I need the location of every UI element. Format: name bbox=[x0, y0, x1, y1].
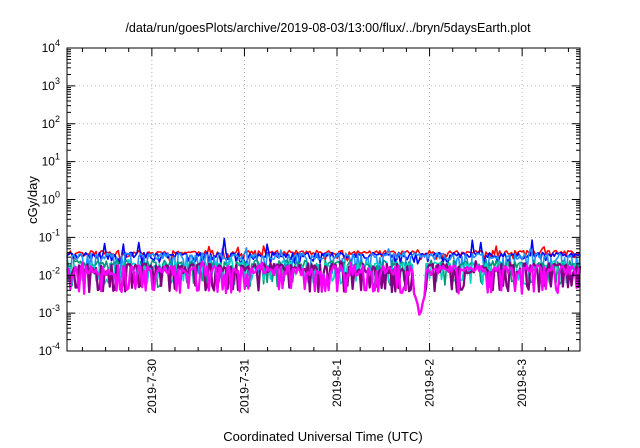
chart-title: /data/run/goesPlots/archive/2019-08-03/1… bbox=[125, 21, 531, 35]
y-tick-exponent: 1 bbox=[55, 152, 60, 162]
x-tick-label: 2019-8-2 bbox=[423, 359, 437, 407]
y-tick-label: 10-1 bbox=[39, 227, 60, 244]
x-tick-label: 2019-8-3 bbox=[515, 359, 529, 407]
y-tick-exponent: -4 bbox=[52, 341, 60, 351]
y-tick-label: 100 bbox=[42, 190, 60, 207]
y-tick-base: 10 bbox=[42, 193, 56, 207]
x-axis-ticks: 2019-7-30 2019-7-31 2019-8-1 2019-8-2 2019-8… bbox=[81, 48, 569, 414]
series-lines bbox=[66, 237, 582, 316]
y-axis-label: cGy/day bbox=[25, 176, 40, 224]
x-tick-label: 2019-8-1 bbox=[330, 359, 344, 407]
x-tick-label: 2019-7-31 bbox=[237, 359, 251, 414]
y-tick-exponent: -1 bbox=[52, 227, 60, 237]
y-tick-base: 10 bbox=[42, 41, 56, 55]
grid-lines bbox=[67, 48, 580, 351]
y-tick-exponent: 4 bbox=[55, 38, 60, 48]
series-line bbox=[66, 247, 581, 277]
y-tick-base: 10 bbox=[42, 155, 56, 169]
y-tick-label: 104 bbox=[42, 38, 60, 55]
y-tick-label: 10-4 bbox=[39, 341, 60, 358]
y-tick-exponent: -2 bbox=[52, 265, 60, 275]
x-tick-label: 2019-7-30 bbox=[145, 359, 159, 414]
y-tick-base: 10 bbox=[39, 268, 53, 282]
y-tick-exponent: -3 bbox=[52, 303, 60, 313]
y-tick-base: 10 bbox=[39, 306, 53, 320]
y-tick-base: 10 bbox=[42, 79, 56, 93]
y-tick-base: 10 bbox=[39, 230, 53, 244]
y-tick-label: 10-2 bbox=[39, 265, 60, 282]
y-tick-base: 10 bbox=[42, 117, 56, 131]
y-tick-base: 10 bbox=[39, 344, 53, 358]
y-tick-label: 102 bbox=[42, 114, 60, 131]
y-tick-label: 10-3 bbox=[39, 303, 60, 320]
series-line bbox=[66, 260, 582, 316]
y-tick-exponent: 3 bbox=[55, 76, 60, 86]
series-line bbox=[66, 237, 581, 265]
series-line bbox=[66, 245, 581, 262]
x-axis-label: Coordinated Universal Time (UTC) bbox=[223, 429, 422, 444]
y-tick-label: 101 bbox=[42, 152, 60, 169]
y-tick-exponent: 2 bbox=[55, 114, 60, 124]
y-tick-exponent: 0 bbox=[55, 190, 60, 200]
y-tick-label: 103 bbox=[42, 76, 60, 93]
